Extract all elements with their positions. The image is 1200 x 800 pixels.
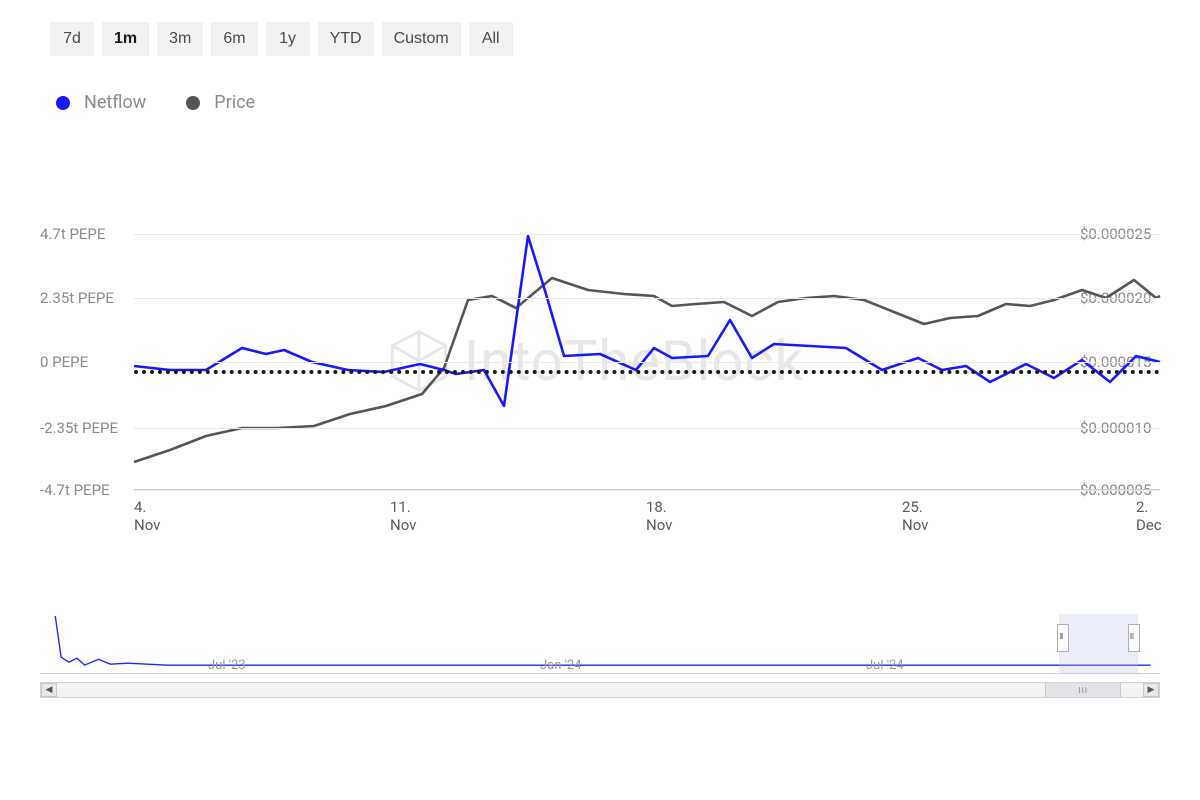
timeframe-ytd[interactable]: YTD bbox=[318, 22, 374, 56]
gridline bbox=[134, 490, 1160, 491]
navigator-selection[interactable] bbox=[1059, 614, 1137, 673]
x-tick: 11. Nov bbox=[390, 498, 416, 534]
navigator-handle-left[interactable] bbox=[1057, 624, 1069, 652]
timeframe-selector: 7d1m3m6m 1yYTDCustomAll bbox=[50, 22, 513, 56]
scroll-left-button[interactable]: ◀ bbox=[41, 683, 57, 697]
y-left-tick: -4.7t PEPE bbox=[40, 481, 110, 499]
scroll-track[interactable]: III bbox=[57, 683, 1143, 697]
navigator-x-tick: Jul '24 bbox=[866, 658, 904, 673]
x-tick: 18. Nov bbox=[646, 498, 672, 534]
y-left-tick: 2.35t PEPE bbox=[40, 289, 114, 307]
range-navigator: Jul '23 Jan '24 Jul '24 ◀ III ▶ bbox=[40, 608, 1160, 698]
y-left-tick: -2.35t PEPE bbox=[40, 419, 118, 437]
timeframe-6m[interactable]: 6m bbox=[211, 22, 257, 56]
legend-marker-price bbox=[186, 96, 200, 110]
timeframe-1y[interactable]: 1y bbox=[266, 22, 310, 56]
navigator-plot[interactable]: Jul '23 Jan '24 Jul '24 bbox=[40, 614, 1160, 674]
gridline bbox=[134, 362, 1160, 363]
timeframe-3m[interactable]: 3m bbox=[157, 22, 203, 56]
gridline bbox=[134, 234, 1160, 235]
legend-price[interactable]: Price bbox=[186, 92, 255, 113]
gridline bbox=[134, 298, 1160, 299]
legend-netflow[interactable]: Netflow bbox=[56, 92, 146, 113]
main-chart: 4.7t PEPE 2.35t PEPE 0 PEPE -2.35t PEPE -4.7… bbox=[40, 170, 1160, 540]
navigator-scrollbar: ◀ III ▶ bbox=[40, 682, 1160, 698]
zero-reference-line bbox=[134, 370, 1160, 374]
chart-legend: Netflow Price bbox=[56, 92, 255, 113]
scroll-thumb[interactable]: III bbox=[1045, 683, 1121, 697]
legend-marker-netflow bbox=[56, 96, 70, 110]
navigator-handle-right[interactable] bbox=[1128, 624, 1140, 652]
scroll-right-button[interactable]: ▶ bbox=[1143, 683, 1159, 697]
legend-netflow-label: Netflow bbox=[84, 92, 146, 113]
timeframe-7d[interactable]: 7d bbox=[50, 22, 94, 56]
timeframe-1m[interactable]: 1m bbox=[102, 22, 149, 56]
plot-area[interactable]: IntoTheBlock bbox=[134, 170, 1160, 490]
chart-svg bbox=[134, 170, 1160, 490]
navigator-x-tick: Jan '24 bbox=[540, 658, 582, 673]
x-tick: 2. Dec bbox=[1136, 498, 1162, 534]
gridline bbox=[134, 428, 1160, 429]
navigator-x-tick: Jul '23 bbox=[208, 658, 246, 673]
legend-price-label: Price bbox=[214, 92, 255, 113]
y-left-tick: 4.7t PEPE bbox=[40, 225, 105, 243]
series-netflow bbox=[134, 236, 1160, 406]
x-tick: 25. Nov bbox=[902, 498, 928, 534]
timeframe-all[interactable]: All bbox=[469, 22, 513, 56]
timeframe-custom[interactable]: Custom bbox=[382, 22, 461, 56]
y-left-tick: 0 PEPE bbox=[40, 353, 88, 371]
x-tick: 4. Nov bbox=[134, 498, 160, 534]
